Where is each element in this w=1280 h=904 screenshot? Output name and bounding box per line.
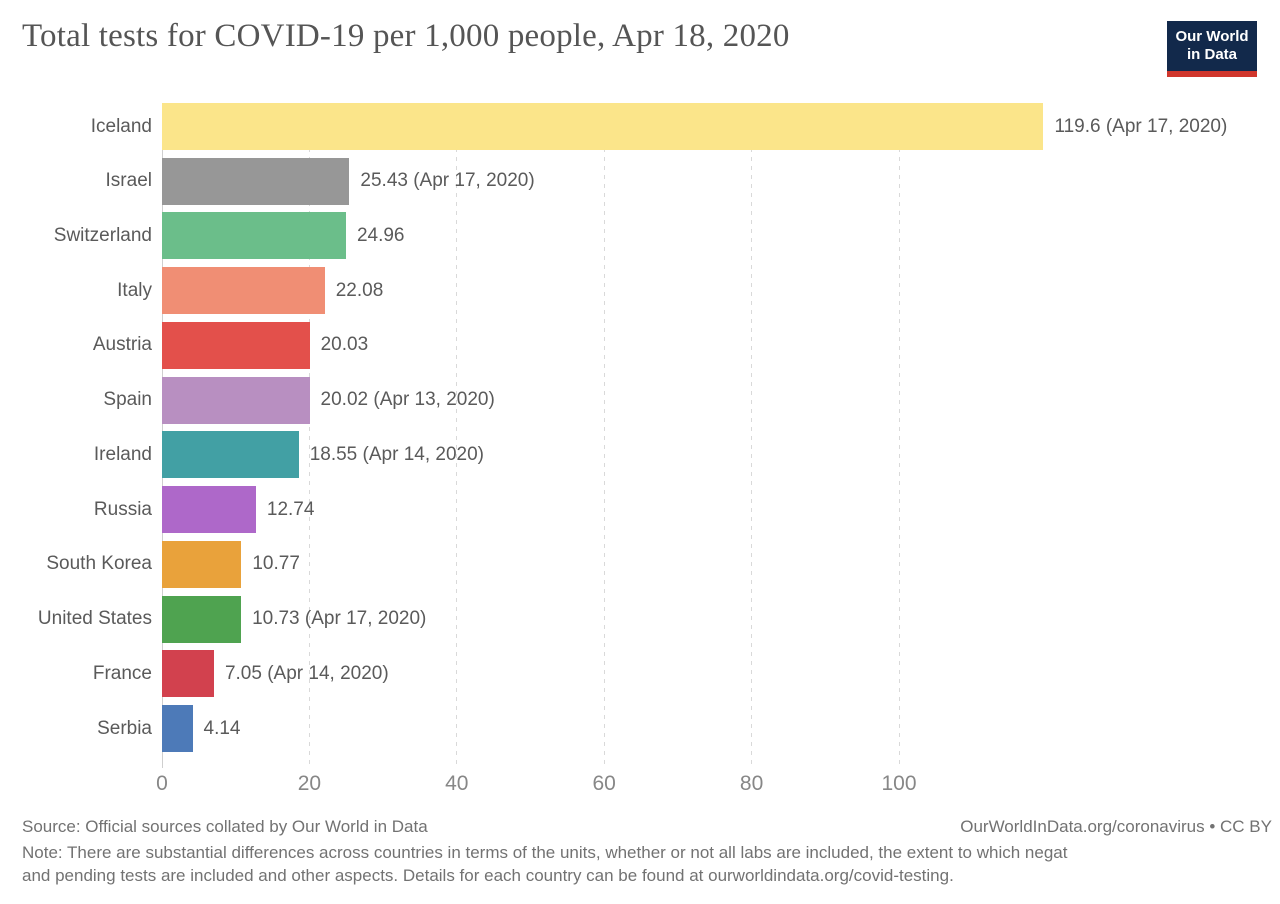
category-label-iceland: Iceland [90, 115, 152, 137]
bar-france[interactable] [162, 650, 214, 698]
category-label-ireland: Ireland [93, 443, 152, 465]
category-label-austria: Austria [92, 334, 152, 356]
owid-logo[interactable]: Our World in Data [1167, 21, 1257, 77]
value-label-serbia: 4.14 [203, 717, 241, 739]
note-line-1: Note: There are substantial differences … [22, 843, 1068, 862]
value-label-south-korea: 10.77 [252, 553, 300, 575]
value-label-france: 7.05 (Apr 14, 2020) [224, 662, 389, 684]
bar-united-states[interactable] [162, 595, 242, 643]
gridline-40 [456, 103, 458, 768]
bar-chart: 0 20 40 60 80 100 Iceland 119.6 (Apr 17, 2020) I… [37, 103, 1228, 795]
x-tick-label: 60 [592, 772, 616, 795]
bar-serbia[interactable] [162, 705, 193, 753]
page-title: Total tests for COVID-19 per 1,000 peopl… [22, 18, 790, 54]
note-line-2: and pending tests are included and other… [22, 866, 954, 885]
logo-line1: Our World [1175, 28, 1249, 45]
bar-switzerland[interactable] [162, 212, 346, 260]
bar-austria[interactable] [162, 321, 310, 369]
category-label-spain: Spain [103, 389, 152, 411]
x-tick-label: 40 [445, 772, 469, 795]
x-tick-label: 100 [881, 772, 917, 795]
value-label-switzerland: 24.96 [356, 224, 405, 246]
category-label-italy: Italy [117, 279, 152, 301]
value-label-israel: 25.43 (Apr 17, 2020) [360, 170, 535, 192]
category-label-united-states: United States [37, 608, 152, 630]
category-label-serbia: Serbia [97, 717, 152, 739]
x-tick-label: 20 [297, 772, 322, 795]
gridline-20 [308, 103, 310, 768]
value-label-iceland: 119.6 (Apr 17, 2020) [1054, 115, 1228, 137]
category-label-france: France [92, 662, 152, 684]
category-label-israel: Israel [105, 170, 152, 192]
source-text: Source: Official sources collated by Our… [22, 817, 428, 836]
owid-link[interactable]: OurWorldInData.org/coronavirus • CC BY [960, 817, 1272, 836]
value-label-italy: 22.08 [335, 279, 384, 301]
value-label-united-states: 10.73 (Apr 17, 2020) [252, 608, 427, 630]
category-label-switzerland: Switzerland [53, 224, 152, 246]
bar-russia[interactable] [162, 486, 256, 534]
gridline-60 [603, 103, 605, 768]
bar-iceland[interactable] [162, 103, 1044, 150]
x-tick-label: 80 [739, 772, 764, 795]
bar-italy[interactable] [162, 267, 325, 315]
logo-line2: in Data [1186, 46, 1237, 63]
bar-ireland[interactable] [162, 431, 299, 479]
bar-spain[interactable] [162, 376, 310, 424]
bar-israel[interactable] [162, 157, 350, 205]
value-label-spain: 20.02 (Apr 13, 2020) [320, 389, 495, 411]
category-label-south-korea: South Korea [46, 553, 152, 575]
value-label-austria: 20.03 [320, 334, 369, 356]
bar-south-korea[interactable] [162, 540, 242, 588]
logo-accent-bar [1167, 71, 1257, 77]
gridline-80 [751, 103, 753, 768]
value-label-ireland: 18.55 (Apr 14, 2020) [309, 443, 484, 465]
category-label-russia: Russia [93, 498, 152, 520]
x-tick-label: 0 [156, 772, 168, 795]
value-label-russia: 12.74 [266, 498, 315, 520]
gridline-100 [898, 103, 900, 768]
